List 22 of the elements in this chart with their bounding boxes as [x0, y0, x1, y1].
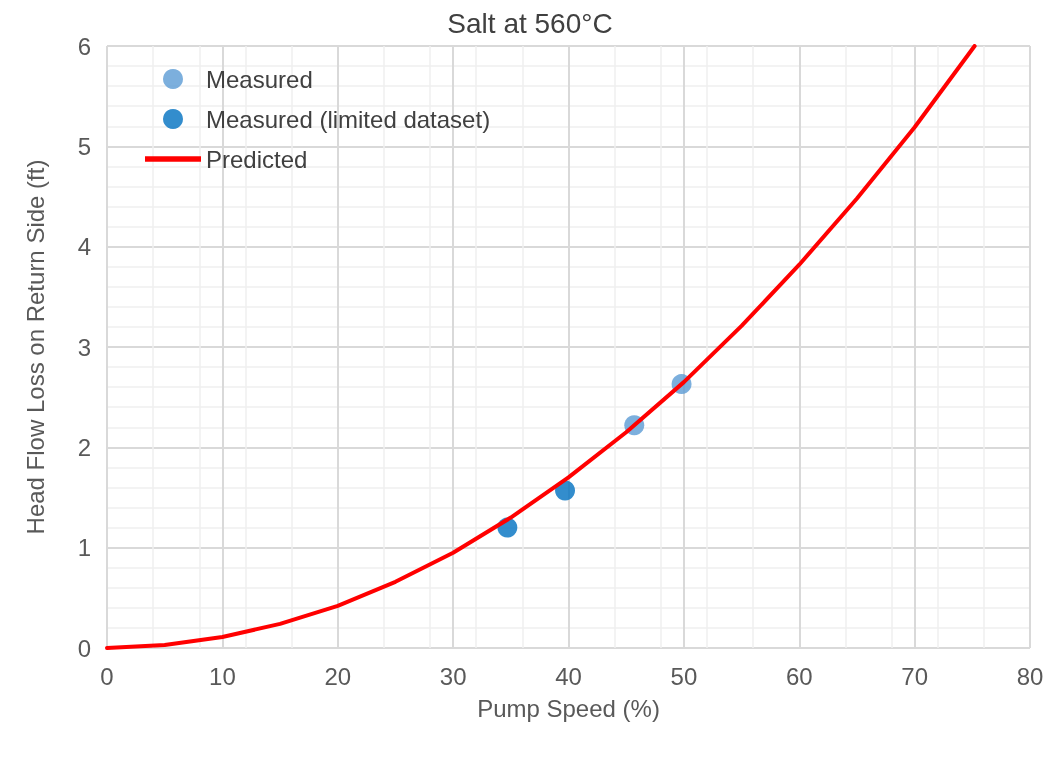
- x-tick-label: 60: [785, 662, 813, 690]
- y-tick-label: 1: [77, 534, 91, 562]
- y-tick-label: 6: [77, 32, 91, 60]
- y-tick-label: 5: [77, 132, 91, 160]
- legend-label: Measured: [206, 65, 313, 93]
- y-tick-label: 2: [77, 433, 91, 461]
- chart-title: Salt at 560°C: [447, 7, 613, 39]
- y-tick-label: 0: [77, 634, 91, 662]
- legend-label: Measured (limited dataset): [206, 105, 491, 133]
- x-tick-label: 50: [670, 662, 698, 690]
- y-axis-title: Head Flow Loss on Return Side (ft): [21, 159, 49, 535]
- x-tick-label: 10: [209, 662, 236, 690]
- y-tick-label: 4: [77, 233, 91, 261]
- legend-label: Predicted: [206, 145, 308, 173]
- x-tick-label: 40: [555, 662, 582, 690]
- x-tick-label: 30: [439, 662, 467, 690]
- x-tick-label: 80: [1016, 662, 1044, 690]
- x-tick-label: 0: [100, 662, 114, 690]
- x-tick-label: 20: [324, 662, 352, 690]
- x-axis-title: Pump Speed (%): [477, 694, 660, 722]
- x-tick-label: 70: [901, 662, 928, 690]
- y-tick-label: 3: [77, 333, 91, 361]
